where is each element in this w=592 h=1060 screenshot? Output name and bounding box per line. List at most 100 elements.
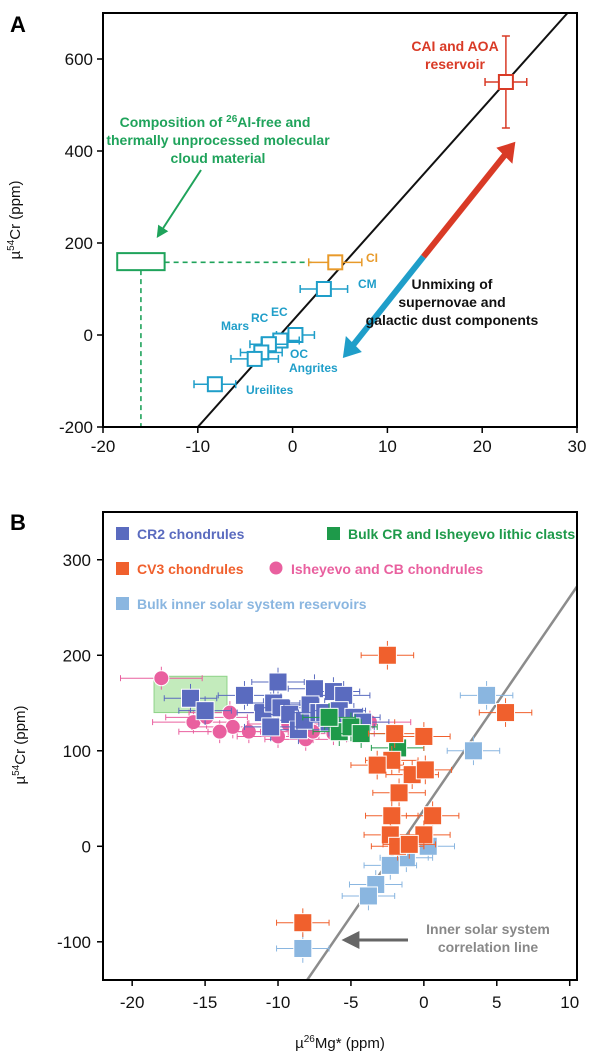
point-marker bbox=[315, 281, 332, 297]
panel-b-letter: B bbox=[10, 510, 26, 535]
unmixing-text-line3: galactic dust components bbox=[366, 312, 539, 328]
point-marker bbox=[206, 376, 223, 393]
y-axis-label: µ54Cr (ppm) bbox=[11, 706, 29, 785]
point-marker bbox=[385, 724, 405, 744]
correlation-annotation-line1: Inner solar system bbox=[426, 921, 550, 937]
data-point bbox=[397, 722, 451, 751]
x-tick-label: 5 bbox=[492, 993, 501, 1012]
cloud-annotation-arrow bbox=[156, 169, 202, 239]
point-marker bbox=[261, 717, 281, 737]
panel-a-plot-area bbox=[116, 13, 569, 427]
point-marker bbox=[423, 806, 443, 826]
panel-a-frame bbox=[102, 12, 578, 428]
data-point bbox=[367, 719, 422, 748]
x-tick-label: -10 bbox=[186, 437, 211, 456]
panel-a-letter: A bbox=[10, 12, 26, 37]
legend-label: CV3 chondrules bbox=[137, 561, 244, 577]
correlation-line bbox=[306, 585, 577, 980]
point-marker bbox=[399, 834, 419, 854]
point-marker bbox=[415, 760, 435, 780]
point-cai-and-aoa-reservoir bbox=[484, 35, 528, 129]
y-tick-label: 400 bbox=[65, 142, 93, 161]
x-axis-label: µ26Mg* (ppm) bbox=[295, 1034, 385, 1052]
data-point bbox=[398, 755, 453, 785]
data-point bbox=[178, 696, 232, 725]
cloud-annotation-line1: Composition of 26Al-free and bbox=[120, 114, 311, 130]
data-point bbox=[251, 667, 305, 697]
point-marker bbox=[358, 886, 378, 906]
legend-label: Bulk CR and Isheyevo lithic clasts bbox=[348, 526, 575, 542]
label-ureilites: Ureilites bbox=[246, 383, 294, 397]
x-tick-label: 10 bbox=[560, 993, 579, 1012]
legend-label: Isheyevo and CB chondrules bbox=[291, 561, 483, 577]
legend-item: CV3 chondrules bbox=[116, 561, 244, 577]
panel-b-plot-area bbox=[120, 585, 577, 980]
point-marker bbox=[195, 701, 215, 721]
label-cm: CM bbox=[358, 277, 377, 291]
data-point bbox=[178, 720, 262, 744]
legend-marker bbox=[327, 527, 340, 540]
unmixing-text-line2: supernovae and bbox=[398, 294, 505, 310]
unmixing-arrow-red bbox=[421, 149, 510, 259]
unmixing-arrowhead-red bbox=[496, 141, 516, 164]
data-point bbox=[120, 666, 203, 690]
x-tick-label: -15 bbox=[193, 993, 218, 1012]
data-point bbox=[360, 640, 415, 670]
y-tick-label: -200 bbox=[59, 418, 93, 437]
label-oc: OC bbox=[290, 347, 308, 361]
legend-item: CR2 chondrules bbox=[116, 526, 245, 542]
label-ci: CI bbox=[366, 251, 378, 265]
point-cm bbox=[299, 281, 349, 297]
data-point bbox=[341, 881, 396, 911]
data-point bbox=[478, 698, 533, 727]
unmixing-arrow-blue bbox=[348, 254, 426, 350]
point-marker bbox=[327, 254, 344, 271]
y-tick-label: 600 bbox=[65, 50, 93, 69]
legend-item: Bulk CR and Isheyevo lithic clasts bbox=[327, 526, 575, 542]
point-angrites bbox=[230, 350, 280, 367]
point-marker bbox=[380, 855, 400, 875]
y-tick-label: 200 bbox=[65, 234, 93, 253]
data-point bbox=[363, 851, 418, 880]
y-tick-label: 200 bbox=[63, 646, 91, 665]
correlation-annotation-line2: correlation line bbox=[438, 939, 539, 955]
x-tick-label: 0 bbox=[288, 437, 297, 456]
label-cai-line2: reservoir bbox=[425, 56, 485, 72]
point-marker bbox=[377, 645, 397, 665]
cloud-annotation-line3: cloud material bbox=[171, 150, 266, 166]
legend-marker bbox=[269, 561, 283, 575]
point-marker bbox=[153, 670, 170, 687]
data-point bbox=[350, 750, 404, 780]
point-marker bbox=[389, 783, 409, 803]
point-marker bbox=[477, 685, 497, 705]
y-tick-label: 300 bbox=[63, 551, 91, 570]
x-tick-label: -20 bbox=[91, 437, 116, 456]
label-rc: RC bbox=[251, 311, 269, 325]
y-tick-label: 100 bbox=[63, 742, 91, 761]
legend-marker bbox=[116, 527, 129, 540]
legend-label: CR2 chondrules bbox=[137, 526, 245, 542]
point-marker bbox=[367, 755, 387, 775]
x-tick-label: 10 bbox=[378, 437, 397, 456]
data-point bbox=[243, 712, 298, 742]
cloud-annotation-line2: thermally unprocessed molecular bbox=[106, 132, 330, 148]
x-tick-label: -20 bbox=[120, 993, 145, 1012]
legend-marker bbox=[116, 562, 129, 575]
series-cr2-chondrules bbox=[163, 667, 390, 745]
data-point bbox=[217, 681, 272, 710]
label-cai: CAI and AOA bbox=[411, 38, 498, 54]
x-tick-label: 30 bbox=[568, 437, 587, 456]
point-ci bbox=[307, 254, 363, 271]
y-tick-label: 0 bbox=[82, 837, 91, 856]
data-point bbox=[276, 934, 330, 963]
point-marker bbox=[221, 704, 238, 721]
panel-b-frame bbox=[102, 511, 578, 981]
label-angrites: Angrites bbox=[289, 361, 338, 375]
x-tick-label: 20 bbox=[473, 437, 492, 456]
label-ec: EC bbox=[271, 305, 288, 319]
point-marker bbox=[319, 707, 339, 727]
unmixing-text-line1: Unmixing of bbox=[412, 276, 493, 292]
